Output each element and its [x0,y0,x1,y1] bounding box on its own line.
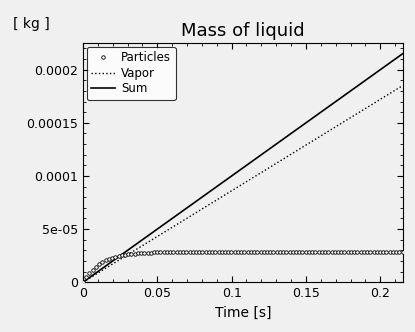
Legend: Particles, Vapor, Sum: Particles, Vapor, Sum [87,47,176,100]
Particles [142,251,147,255]
Vapor [137,245,142,249]
Sum [225,177,230,181]
Line: Sum: Sum [83,54,403,282]
Particles [81,280,85,284]
Text: [ kg ]: [ kg ] [13,17,49,31]
Sum [321,108,326,112]
Particles [400,250,405,254]
Vapor [294,149,299,153]
Vapor [400,84,405,88]
X-axis label: Time [s]: Time [s] [215,306,271,320]
Line: Particles: Particles [81,250,404,284]
Sum [81,280,85,284]
Vapor [321,132,326,136]
Sum [137,240,142,244]
Vapor [163,230,168,234]
Particles [245,250,250,254]
Particles [384,250,389,254]
Sum [163,221,168,225]
Line: Vapor: Vapor [83,86,403,282]
Sum [294,128,299,132]
Vapor [81,280,85,284]
Vapor [225,191,230,195]
Particles [374,250,379,254]
Particles [271,250,276,254]
Particles [155,250,160,254]
Sum [269,146,274,150]
Title: Mass of liquid: Mass of liquid [181,22,305,40]
Vapor [269,164,274,168]
Sum [400,52,405,56]
